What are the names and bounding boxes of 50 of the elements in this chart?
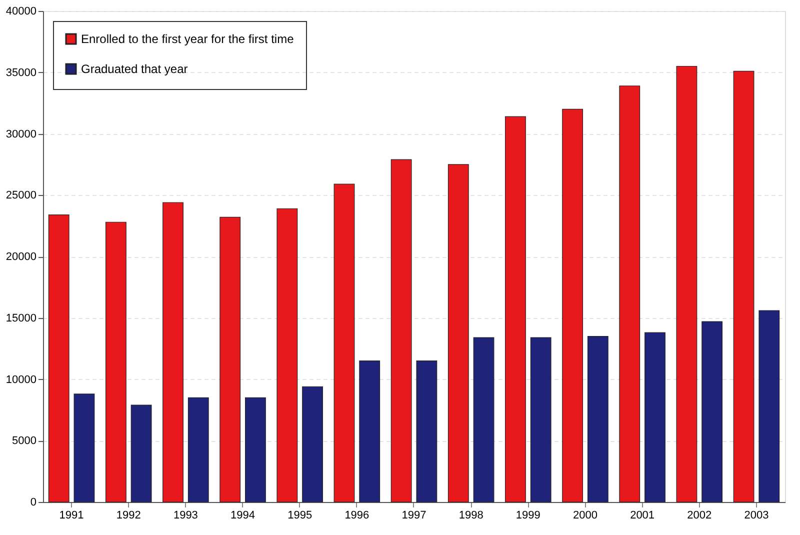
bar [334,184,355,502]
bar [220,216,241,502]
bar [105,222,126,502]
y-tick-label: 25000 [6,190,36,202]
x-tick-label: 1993 [173,510,198,522]
bar [74,394,95,502]
bar [505,116,526,502]
x-tick-label: 2003 [744,510,769,522]
bar [302,386,323,502]
y-tick-label: 0 [30,496,36,508]
y-tick-label: 15000 [6,312,36,324]
x-tick-label: 1995 [288,510,312,522]
x-tick-label: 2001 [630,510,655,522]
bar [702,321,723,502]
bar [162,202,184,502]
x-tick-label: 1994 [230,510,256,522]
bar [562,108,583,502]
bar [276,208,298,502]
x-tick-label: 1999 [516,510,540,522]
bar [188,397,209,502]
y-tick-label: 20000 [6,251,36,263]
y-tick-label: 30000 [6,128,36,140]
y-tick-label: 10000 [6,374,36,386]
x-tick-label: 1991 [59,510,84,522]
bar [733,70,754,502]
bar [245,397,266,502]
legend-label: Enrolled to the first year for the first time [81,32,294,46]
bar [530,337,552,502]
bar [587,336,608,502]
x-tick-label: 1996 [344,510,370,522]
bar [448,164,469,502]
x-tick-label: 2002 [687,510,712,522]
x-tick-label: 2000 [572,510,598,522]
bar [390,159,412,502]
y-tick-label: 5000 [12,435,36,448]
y-tick-label: 35000 [6,66,36,79]
bar [48,214,70,502]
bar [758,310,780,502]
bar [130,404,152,502]
legend-label: Graduated that year [81,62,188,76]
x-tick-label: 1997 [402,510,426,522]
bar [644,332,666,502]
bar [416,360,438,502]
y-tick-label: 40000 [6,6,36,18]
x-tick-label: 1992 [116,510,141,522]
bar [676,66,698,502]
bar [473,337,494,502]
bar [619,86,640,502]
x-tick-label: 1998 [458,510,484,522]
bar [359,360,380,502]
